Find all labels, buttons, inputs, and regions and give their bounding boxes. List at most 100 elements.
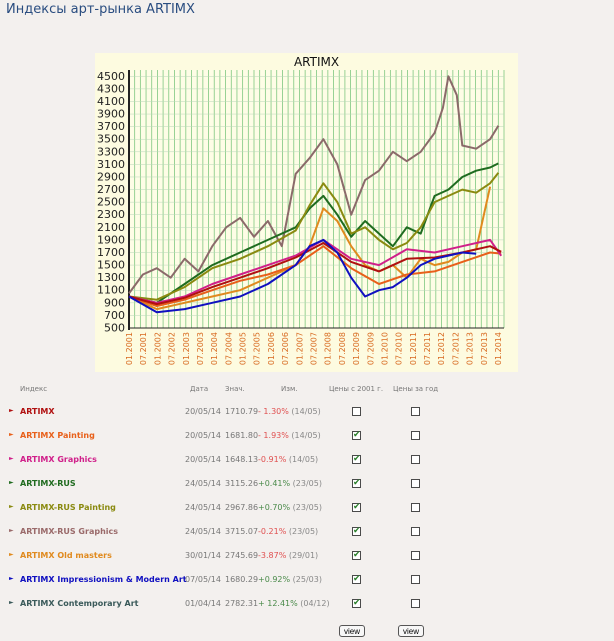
view-button-2001[interactable]: view	[339, 625, 366, 637]
index-link[interactable]: ARTIMX Graphics	[20, 455, 97, 464]
table-row: ► ARTIMX-RUS Painting 24/05/14 2967.86 +0.70…	[0, 501, 614, 517]
change-ref-date: (23/05)	[292, 479, 322, 488]
checkbox-prices-year[interactable]	[411, 599, 420, 608]
y-tick-label: 1300	[97, 271, 125, 284]
change-ref-date: (29/01)	[288, 551, 319, 560]
change-ref-date: (23/05)	[292, 503, 322, 512]
index-link[interactable]: ARTIMX-RUS Graphics	[20, 527, 119, 536]
index-link[interactable]: ARTIMX Impressionism & Modern Art	[20, 575, 187, 584]
x-tick-label: 07.2011	[423, 332, 432, 365]
row-change: +0.41% (23/05)	[258, 479, 322, 488]
checkbox-prices-year[interactable]	[411, 455, 420, 464]
row-date: 30/01/14	[185, 551, 221, 560]
series-line	[128, 245, 502, 307]
series-line	[128, 162, 499, 304]
x-tick-label: 07.2012	[451, 332, 460, 365]
bullet-icon: ►	[9, 455, 14, 462]
change-ref-date: (25/03)	[292, 575, 322, 584]
checkbox-prices-2001[interactable]: ✔	[352, 502, 361, 512]
x-tick-label: 07.2008	[338, 332, 347, 365]
checkbox-prices-year[interactable]	[411, 479, 420, 488]
index-link[interactable]: ARTIMX Contemporary Art	[20, 599, 139, 608]
change-percent: - 1.93%	[258, 431, 289, 440]
checkbox-prices-year[interactable]	[411, 575, 420, 584]
series-line	[128, 238, 477, 314]
header-change: Изм.	[281, 385, 298, 393]
index-link[interactable]: ARTIMX	[20, 407, 55, 416]
bullet-icon: ►	[9, 599, 14, 606]
change-ref-date: (14/05)	[291, 407, 321, 416]
row-value: 1648.13	[225, 455, 259, 464]
y-tick-label: 3700	[97, 120, 125, 133]
index-link[interactable]: ARTIMX-RUS	[20, 479, 76, 488]
chart-title: ARTIMX	[294, 55, 339, 69]
y-tick-label: 1900	[97, 233, 125, 246]
row-change: -0.21% (23/05)	[258, 527, 318, 536]
y-tick-label: 2300	[97, 208, 125, 221]
y-tick-label: 1100	[97, 284, 125, 297]
checkbox-prices-2001[interactable]: ✔	[352, 574, 361, 584]
y-tick-label: 1700	[97, 246, 125, 259]
checkbox-prices-year[interactable]	[411, 431, 420, 440]
view-button-year[interactable]: view	[398, 625, 425, 637]
row-date: 24/05/14	[185, 527, 221, 536]
checkbox-prices-2001[interactable]: ✔	[352, 478, 361, 488]
y-tick-label: 2700	[97, 183, 125, 196]
checkbox-prices-year[interactable]	[411, 551, 420, 560]
chart-panel: 500 700 900 1100 1300 1500 1700 1900 2100 2300 250…	[95, 53, 518, 372]
x-tick-label: 01.2009	[352, 332, 361, 365]
y-tick-label: 4100	[97, 95, 125, 108]
checkbox-prices-year[interactable]	[411, 503, 420, 512]
row-change: -3.87% (29/01)	[258, 551, 318, 560]
table-row: ► ARTIMX Impressionism & Modern Art 07/05/…	[0, 573, 614, 589]
index-link[interactable]: ARTIMX-RUS Painting	[20, 503, 116, 512]
x-tick-label: 07.2002	[168, 332, 177, 365]
checkbox-prices-2001[interactable]: ✔	[352, 454, 361, 464]
row-change: - 1.30% (14/05)	[258, 407, 321, 416]
index-link[interactable]: ARTIMX Old masters	[20, 551, 112, 560]
row-date: 20/05/14	[185, 455, 221, 464]
header-prices-year: Цены за год	[393, 385, 439, 393]
checkbox-prices-2001[interactable]: ✔	[352, 526, 361, 536]
row-change: + 12.41% (04/12)	[258, 599, 330, 608]
change-percent: -0.21%	[258, 527, 287, 536]
y-tick-label: 3300	[97, 145, 125, 158]
x-tick-label: 07.2004	[224, 332, 233, 365]
header-index: Индекс	[20, 385, 48, 393]
row-value: 1681.80	[225, 431, 259, 440]
checkbox-prices-2001[interactable]: ✔	[352, 550, 361, 560]
series-line	[128, 172, 500, 301]
y-tick-label: 2100	[97, 221, 125, 234]
y-tick-label: 900	[104, 296, 125, 309]
x-tick-label: 01.2008	[324, 332, 333, 365]
index-link[interactable]: ARTIMX Painting	[20, 431, 95, 440]
change-ref-date: (14/05)	[291, 431, 321, 440]
table-row: ► ARTIMX 20/05/14 1710.79- 1.30% (14/05)	[0, 405, 614, 421]
checkbox-prices-2001[interactable]: ✔	[352, 598, 361, 608]
checkbox-prices-year[interactable]	[411, 407, 420, 416]
checkbox-prices-2001[interactable]: ✔	[352, 430, 361, 440]
table-row: ► ARTIMX Old masters 30/01/14 2745.69 -3.87%…	[0, 549, 614, 565]
x-tick-label: 07.2006	[281, 332, 290, 365]
y-tick-label: 2500	[97, 196, 125, 209]
checkbox-prices-2001[interactable]	[352, 407, 361, 416]
row-value: 3115.26	[225, 479, 259, 488]
bullet-icon: ►	[9, 551, 14, 558]
change-percent: + 12.41%	[258, 599, 298, 608]
table-row: ► ARTIMX-RUS 24/05/14 3115.26 +0.41% (23/05)…	[0, 477, 614, 493]
y-tick-label: 3900	[97, 108, 125, 121]
change-ref-date: (23/05)	[288, 527, 319, 536]
row-date: 24/05/14	[185, 479, 221, 488]
x-tick-label: 07.2001	[139, 332, 148, 365]
row-change: - 1.93% (14/05)	[258, 431, 321, 440]
y-tick-label: 4300	[97, 82, 125, 95]
bullet-icon: ►	[9, 503, 14, 510]
x-tick-label: 01.2011	[409, 332, 418, 365]
x-tick-label: 01.2014	[494, 332, 503, 365]
x-tick-label: 07.2003	[196, 332, 205, 365]
checkbox-prices-year[interactable]	[411, 527, 420, 536]
y-tick-label: 500	[104, 322, 125, 335]
row-value: 2745.69	[225, 551, 259, 560]
x-tick-label: 01.2004	[210, 332, 219, 365]
change-percent: +0.70%	[258, 503, 291, 512]
